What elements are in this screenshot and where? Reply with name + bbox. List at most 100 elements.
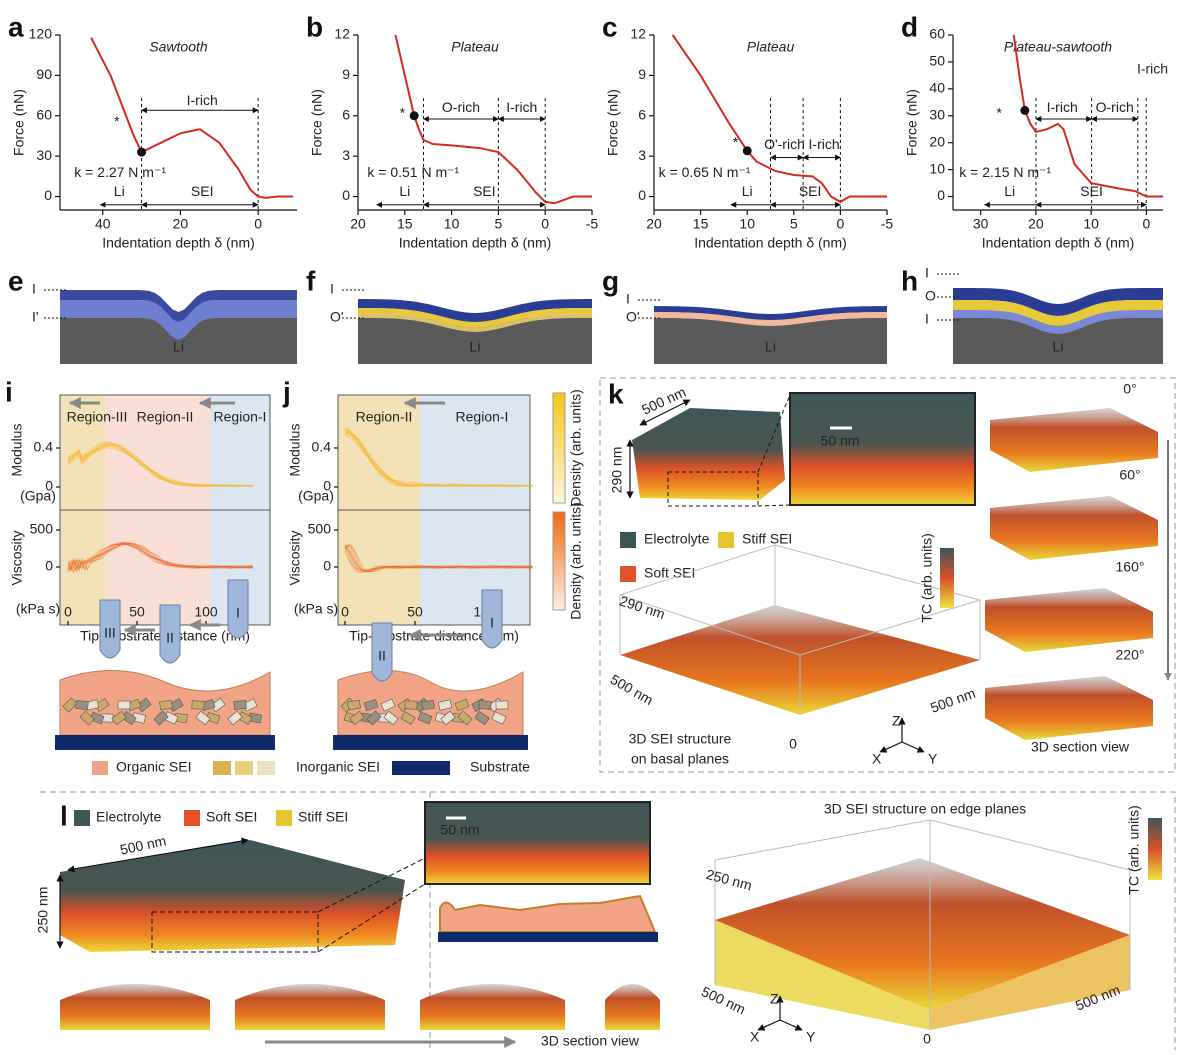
axis-name: Y — [806, 1029, 816, 1045]
x-tick-label: 20 — [173, 216, 189, 232]
legend-swatch — [620, 532, 636, 548]
region-label: Region-II — [137, 409, 194, 425]
substrate-label: Li — [173, 339, 184, 355]
y-tick-label: 10 — [929, 160, 945, 176]
x-tick-label: 0 — [1143, 216, 1151, 232]
y-axis-label: Force (nN) — [11, 89, 27, 156]
substrate — [55, 735, 275, 750]
box-label: 290 nm — [618, 592, 667, 622]
legend-label: Stiff SEI — [298, 809, 348, 825]
annotation: * — [996, 104, 1002, 120]
y-tick-label: 0 — [44, 187, 52, 203]
annotation: k = 2.15 N m⁻¹ — [959, 164, 1051, 180]
layer-label: I' — [32, 309, 39, 325]
substrate-label: Li — [470, 339, 481, 355]
substrate-label: Li — [1053, 339, 1064, 355]
axis-arrow — [902, 742, 924, 752]
y-tick-label: 0 — [937, 187, 945, 203]
x-tick-label: 30 — [973, 216, 989, 232]
panel-letter: a — [8, 11, 24, 42]
inorganic-grain — [76, 700, 89, 709]
axis-name: Z — [892, 713, 901, 729]
caption: 3D section view — [1031, 739, 1130, 755]
region-label: Region-I — [214, 409, 267, 425]
x-tick-label: 15 — [693, 216, 709, 232]
box-label: 500 nm — [928, 685, 977, 716]
colorbar-label: Density (arb. units) — [568, 389, 584, 506]
scale-label: 250 nm — [35, 887, 51, 934]
inorganic-grain — [192, 701, 204, 710]
substrate-label: Li — [765, 339, 776, 355]
y-unit: (Gpa) — [20, 488, 56, 504]
axis-name: Z — [770, 991, 779, 1007]
annotation: I-rich — [1047, 99, 1078, 115]
substrate — [438, 932, 658, 942]
x-tick-label: 10 — [739, 216, 755, 232]
section-render — [605, 984, 660, 1030]
box-label: 0 — [923, 1031, 931, 1047]
x-tick-label: 20 — [646, 216, 662, 232]
x-tick-label: 0 — [837, 216, 845, 232]
panel-letter: f — [306, 265, 316, 296]
panel-letter: b — [306, 11, 323, 42]
legend-label: Stiff SEI — [742, 531, 792, 547]
y-tick-label: 0 — [638, 187, 646, 203]
x-tick-label: 0 — [64, 604, 72, 620]
layer-label: O — [925, 288, 936, 304]
inset-scale-label: 50 nm — [821, 433, 860, 449]
layer-label: I — [330, 281, 334, 297]
x-tick-label: 100 — [194, 604, 218, 620]
y-tick-label: 0 — [342, 187, 350, 203]
y-tick-label: 6 — [638, 106, 646, 122]
tip-label: I — [236, 605, 240, 621]
y-unit: (kPa s) — [16, 601, 60, 617]
inorganic-grain — [479, 700, 492, 709]
annotation: k = 0.65 N m⁻¹ — [659, 164, 751, 180]
y-tick-label: 0 — [45, 558, 53, 574]
section-render — [235, 984, 385, 1030]
section-render — [990, 408, 1158, 472]
annotation: * — [733, 134, 739, 150]
panel-letter: e — [8, 265, 24, 296]
y-tick-label: 60 — [929, 26, 945, 42]
x-tick-label: 0 — [341, 604, 349, 620]
x-tick-label: -5 — [586, 216, 599, 232]
colorbar — [553, 393, 565, 503]
chart-title: Plateau-sawtooth — [1004, 39, 1112, 55]
chart-title: Sawtooth — [149, 39, 208, 55]
inorganic-grain — [234, 700, 247, 709]
zoom-line — [758, 505, 790, 506]
layer-label: I — [925, 311, 929, 327]
x-tick-label: -5 — [881, 216, 894, 232]
inorganic-grain — [496, 701, 508, 709]
y-tick-label: 9 — [342, 66, 350, 82]
x-axis-label: Indentation depth δ (nm) — [694, 235, 847, 251]
sei-render — [60, 840, 405, 952]
yield-point — [410, 111, 419, 120]
y-axis-label: Viscosity — [9, 531, 25, 586]
colorbar — [553, 512, 565, 610]
legend-label: Electrolyte — [96, 809, 162, 825]
substrate — [333, 735, 528, 750]
annotation: I-rich — [809, 136, 840, 152]
annotation: SEI — [191, 183, 214, 199]
legend-label: Soft SEI — [206, 809, 257, 825]
y-tick-label: 0.4 — [34, 439, 54, 455]
x-tick-label: 5 — [495, 216, 503, 232]
panel-letter: l — [60, 800, 68, 831]
annotation: Li — [1004, 183, 1015, 199]
angle-label: 0° — [1123, 381, 1136, 397]
legend-swatch — [718, 532, 734, 548]
legend-label: Inorganic SEI — [296, 759, 380, 775]
y-tick-label: 9 — [638, 66, 646, 82]
annotation: SEI — [799, 183, 822, 199]
sei-render — [632, 408, 785, 500]
section-render — [990, 496, 1158, 560]
x-tick-label: 15 — [397, 216, 413, 232]
angle-label: 160° — [1116, 559, 1145, 575]
legend-swatch — [620, 566, 636, 582]
annotation: k = 0.51 N m⁻¹ — [367, 164, 459, 180]
legend-label: Electrolyte — [644, 531, 710, 547]
layer-label: I — [925, 265, 929, 281]
colorbar-label: TC (arb. units) — [1126, 805, 1142, 894]
